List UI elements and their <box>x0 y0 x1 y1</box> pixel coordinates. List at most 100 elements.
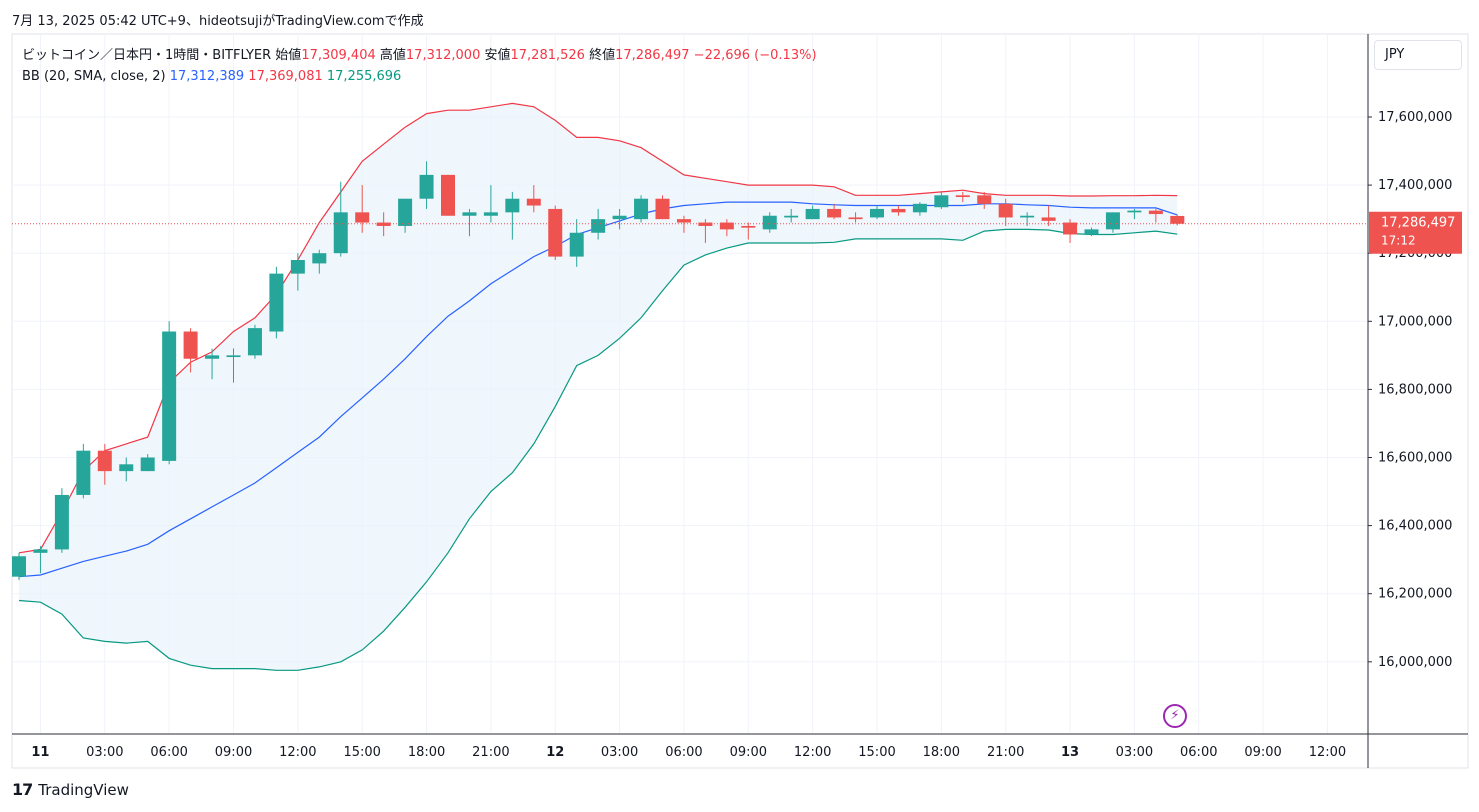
candle-body <box>119 464 134 472</box>
last-price-tag: 17,286,497 17:12 <box>1369 211 1462 254</box>
candle <box>634 195 649 223</box>
candle <box>119 457 134 482</box>
candle-body <box>290 260 305 274</box>
candle-body <box>462 212 477 216</box>
candle <box>312 249 327 274</box>
x-tick-label: 13 <box>1061 745 1079 760</box>
candle-body <box>805 208 820 220</box>
candle-body <box>140 457 155 472</box>
candle <box>719 219 734 237</box>
candle-body <box>612 215 627 220</box>
candle <box>205 348 220 380</box>
band-fill-area <box>19 103 1178 671</box>
candle-body <box>1127 210 1142 213</box>
chart-caption: 7月 13, 2025 05:42 UTC+9、hideotsujiがTradi… <box>12 14 424 29</box>
candle-body <box>76 450 91 495</box>
candle <box>1020 212 1035 226</box>
candle <box>977 191 992 209</box>
x-tick-label: 03:00 <box>1116 745 1153 760</box>
candle <box>140 454 155 472</box>
x-tick-label: 15:00 <box>858 745 895 760</box>
legend-bb-label[interactable]: BB (20, SMA, close, 2) <box>22 69 166 84</box>
y-tick-label: 17,000,000 <box>1378 314 1452 329</box>
candle <box>247 324 262 359</box>
candle <box>955 191 970 203</box>
candle <box>591 208 606 240</box>
legend-symbol[interactable]: ビットコイン／日本円・1時間・BITFLYER <box>22 48 272 63</box>
y-tick-label: 16,200,000 <box>1378 587 1452 602</box>
x-tick-label: 12:00 <box>1309 745 1346 760</box>
candle-body <box>548 208 563 257</box>
candle <box>934 191 949 209</box>
candle-body <box>848 217 863 220</box>
candle-body <box>269 273 284 332</box>
candle <box>1084 227 1099 237</box>
candle-body <box>1170 215 1185 224</box>
candle <box>376 212 391 237</box>
candle <box>462 208 477 237</box>
candle <box>419 161 434 209</box>
x-tick-label: 09:00 <box>215 745 252 760</box>
candle <box>290 253 305 291</box>
candle <box>1148 208 1163 223</box>
candle-body <box>205 355 220 359</box>
candle <box>226 348 241 383</box>
candle-body <box>784 215 799 218</box>
candle <box>441 174 455 216</box>
candle <box>827 203 842 220</box>
lightning-icon[interactable]: ⚡ <box>1163 704 1187 728</box>
candle <box>12 552 26 581</box>
candle <box>891 205 906 216</box>
candle-body <box>591 219 606 233</box>
candle <box>569 219 584 267</box>
candle-body <box>891 208 906 213</box>
legend-high-value: 17,312,000 <box>405 48 481 63</box>
tradingview-logo[interactable]: 17 TradingView <box>12 780 129 799</box>
candle <box>612 208 627 230</box>
legend-low-label: 安値 <box>484 48 511 63</box>
candle <box>483 185 498 223</box>
legend-change: −22,696 (−0.13%) <box>693 48 817 63</box>
currency-button[interactable]: JPY <box>1374 40 1462 70</box>
price-tag-countdown: 17:12 <box>1381 234 1416 248</box>
candle-body <box>827 208 842 218</box>
candle-body <box>998 203 1013 218</box>
chart-legend: ビットコイン／日本円・1時間・BITFLYER 始値17,309,404 高値1… <box>22 45 817 87</box>
y-tick-label: 16,600,000 <box>1378 451 1452 466</box>
x-tick-label: 11 <box>31 745 49 760</box>
candle-body <box>441 174 455 216</box>
candle-body <box>1063 222 1078 235</box>
candle-body <box>12 556 26 577</box>
y-tick-label: 16,000,000 <box>1378 655 1452 670</box>
y-tick-label: 17,400,000 <box>1378 178 1452 193</box>
candle-body <box>505 198 520 213</box>
y-tick-label: 16,800,000 <box>1378 382 1452 397</box>
candle <box>505 191 520 240</box>
candle <box>805 205 820 220</box>
x-tick-label: 21:00 <box>472 745 509 760</box>
legend-high-label: 高値 <box>379 48 406 63</box>
legend-close-value: 17,286,497 <box>615 48 690 63</box>
candle-body <box>676 219 691 223</box>
candle-body <box>97 450 112 472</box>
candle-body <box>870 208 884 218</box>
candle <box>870 205 884 220</box>
candle <box>998 198 1013 226</box>
candle <box>762 212 777 233</box>
candle-body <box>1020 215 1035 218</box>
x-tick-label: 03:00 <box>601 745 638 760</box>
price-tag-value: 17,286,497 <box>1381 216 1455 231</box>
candle-body <box>634 198 649 220</box>
candle <box>698 219 713 243</box>
legend-bb-upper: 17,369,081 <box>248 69 323 84</box>
candle-body <box>655 198 670 220</box>
candle-body <box>762 215 777 230</box>
bb-lower-line <box>18 228 1178 671</box>
candle <box>1170 215 1185 226</box>
time-axis[interactable]: 11 03:00 06:00 09:00 12:00 15:00 18:00 21:00 12 0… <box>31 745 1346 760</box>
price-axis[interactable]: 16,000,000 16,200,000 16,400,000 16,600,000… <box>1368 110 1452 670</box>
candle-body <box>955 195 970 198</box>
candle-body <box>1148 210 1163 215</box>
y-tick-label: 17,600,000 <box>1378 110 1452 125</box>
